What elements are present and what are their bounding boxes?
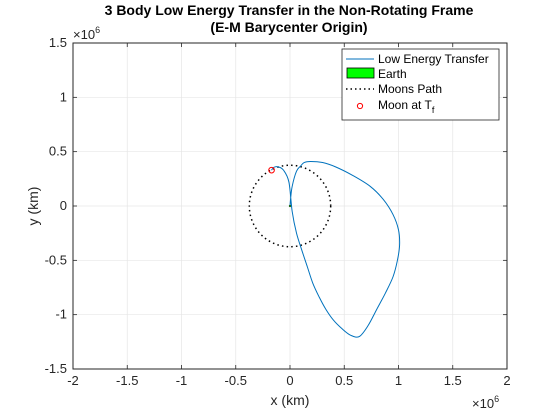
x-tick-label: 1.5 <box>444 373 462 388</box>
data-layer <box>248 160 401 338</box>
legend-marker-earth <box>346 67 375 79</box>
x-tick-label: -0.5 <box>225 373 247 388</box>
chart-title-line1: 3 Body Low Energy Transfer in the Non-Ro… <box>105 2 474 18</box>
x-axis-label: x (km) <box>271 392 310 408</box>
moons-path-line <box>248 164 332 248</box>
x-tick-label: -2 <box>67 373 79 388</box>
y-tick-label: 1.5 <box>49 35 67 50</box>
x-tick-label: 0.5 <box>335 373 353 388</box>
transfer-trajectory-line <box>271 160 401 338</box>
x-tick-label: 0 <box>286 373 293 388</box>
legend-box <box>341 48 500 121</box>
moon-final-marker <box>268 166 275 174</box>
x-tick-label: 2 <box>503 373 510 388</box>
x-tick-label: 1 <box>395 373 402 388</box>
legend-label-moons-path: Moons Path <box>378 82 442 96</box>
earth-marker <box>288 204 292 208</box>
y-axis-exponent: ×106 <box>73 25 100 42</box>
legend-label-transfer: Low Energy Transfer <box>378 52 489 66</box>
y-tick-label: 0 <box>60 198 67 213</box>
y-tick-label: -1 <box>55 307 67 322</box>
legend: Low Energy Transfer Earth Moons Path Moo… <box>341 48 500 121</box>
legend-marker-moon <box>356 102 364 110</box>
y-tick-label: -0.5 <box>45 252 67 267</box>
chart-title-line2: (E-M Barycenter Origin) <box>210 19 367 35</box>
y-tick-label: 0.5 <box>49 144 67 159</box>
y-tick-label: -1.5 <box>45 361 67 376</box>
y-axis-label: y (km) <box>25 187 41 226</box>
x-tick-label: -1 <box>176 373 188 388</box>
axis-ticks: -2 -1.5 -1 -0.5 0 0.5 1 1.5 2-1.5-1-0.500.511.5 <box>45 35 511 388</box>
legend-label-moon: Moon at Tf <box>378 98 435 115</box>
legend-label-earth: Earth <box>378 67 407 81</box>
x-tick-label: -1.5 <box>116 373 138 388</box>
x-axis-exponent: ×106 <box>472 394 499 411</box>
y-tick-label: 1 <box>60 89 67 104</box>
